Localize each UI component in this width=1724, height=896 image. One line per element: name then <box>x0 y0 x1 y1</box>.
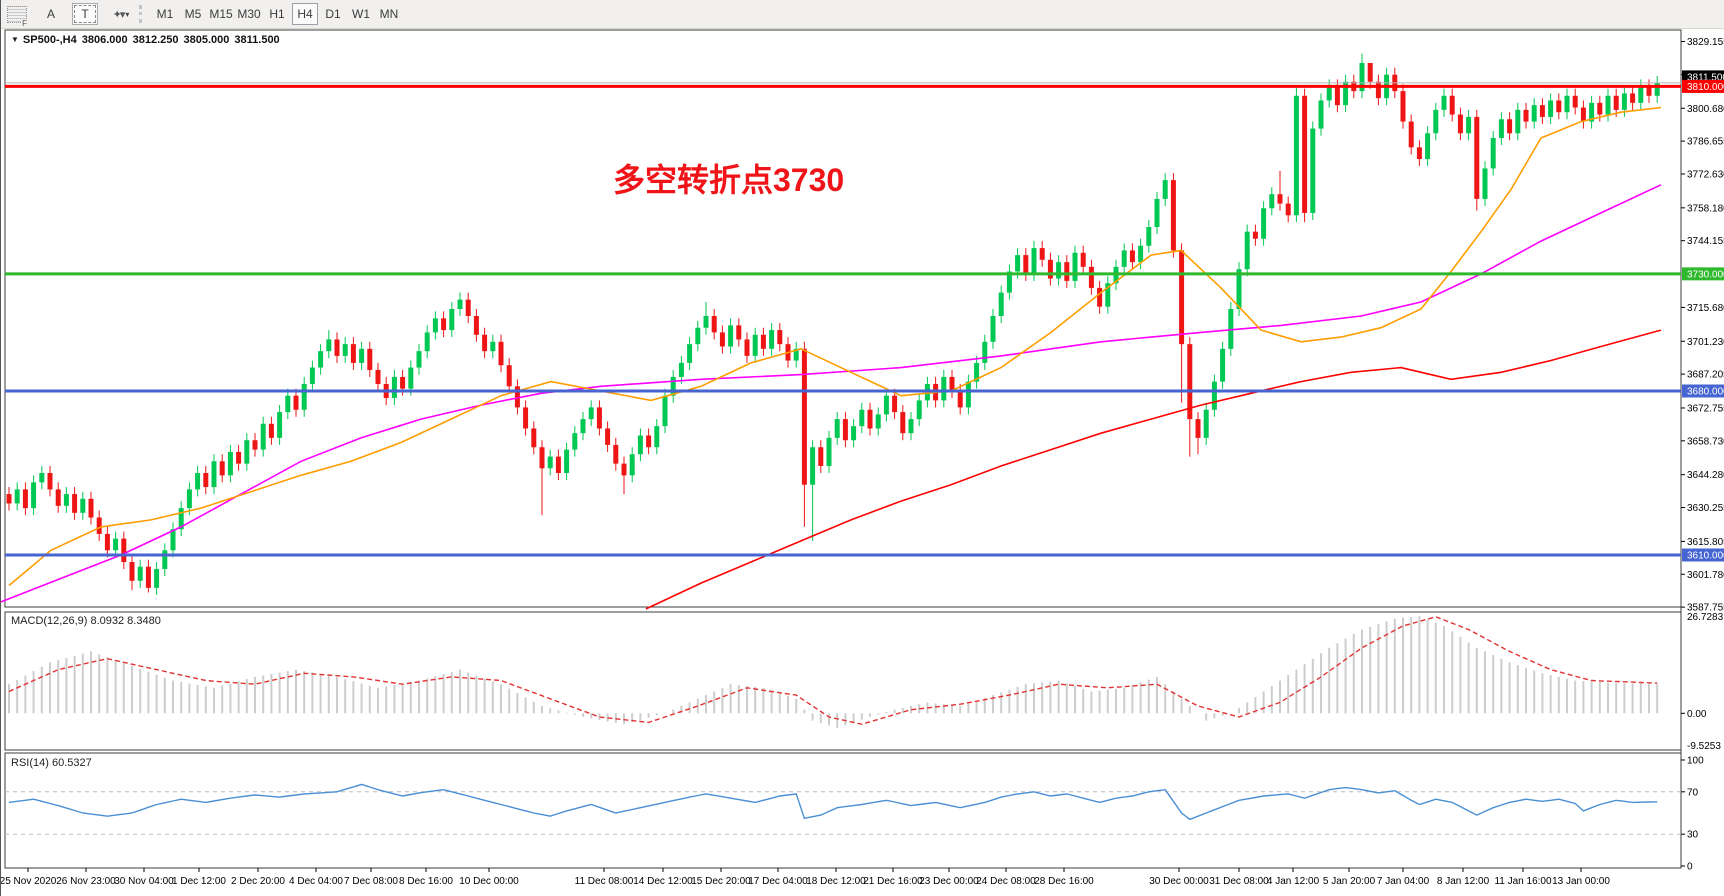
svg-text:3630.255: 3630.255 <box>1687 503 1724 514</box>
svg-text:30 Nov 04:00: 30 Nov 04:00 <box>114 876 174 887</box>
timeframe-button-m5[interactable]: M5 <box>184 7 202 21</box>
svg-text:3687.205: 3687.205 <box>1687 370 1724 381</box>
svg-text:13 Jan 00:00: 13 Jan 00:00 <box>1552 876 1610 887</box>
shapes-tool-button[interactable]: ✦▾ ▾ <box>108 3 134 25</box>
svg-text:3672.755: 3672.755 <box>1687 403 1724 414</box>
svg-text:24 Dec 08:00: 24 Dec 08:00 <box>976 876 1036 887</box>
svg-text:3615.805: 3615.805 <box>1687 537 1724 548</box>
ohlc-low: 3805.000 <box>183 34 230 46</box>
toolbar: F A T ✦▾ ▾ M1 M5 M15 M30 H1 H4 D1 W1 MN <box>1 0 1724 29</box>
svg-text:8 Dec 16:00: 8 Dec 16:00 <box>399 876 453 887</box>
ohlc-open: 3806.000 <box>81 34 128 46</box>
svg-text:70: 70 <box>1687 787 1699 798</box>
svg-text:0.00: 0.00 <box>1687 709 1707 720</box>
ohlc-close: 3811.500 <box>234 34 280 46</box>
chart-header: ▼ SP500-,H4 3806.000 3812.250 3805.000 3811.5… <box>11 34 280 46</box>
svg-text:11 Jan 16:00: 11 Jan 16:00 <box>1494 876 1552 887</box>
svg-text:7 Dec 08:00: 7 Dec 08:00 <box>344 876 398 887</box>
rsi-indicator-label: RSI(14) 60.5327 <box>11 757 92 769</box>
svg-text:3758.180: 3758.180 <box>1687 203 1724 214</box>
svg-text:18 Dec 12:00: 18 Dec 12:00 <box>806 876 866 887</box>
svg-text:3829.155: 3829.155 <box>1687 37 1724 48</box>
timeframe-button-m30[interactable]: M30 <box>237 7 261 21</box>
svg-text:3587.755: 3587.755 <box>1687 603 1724 614</box>
svg-text:4 Jan 12:00: 4 Jan 12:00 <box>1267 876 1320 887</box>
svg-text:21 Dec 16:00: 21 Dec 16:00 <box>863 876 923 887</box>
chevron-down-icon: ▾ <box>125 9 130 19</box>
ma-fast-line <box>8 106 1662 587</box>
timeframe-button-h1[interactable]: H1 <box>269 7 285 21</box>
candlestick-series <box>6 53 1660 595</box>
svg-text:11 Dec 08:00: 11 Dec 08:00 <box>575 876 634 887</box>
svg-text:100: 100 <box>1687 756 1704 767</box>
ma-slow-line <box>645 329 1662 610</box>
svg-text:31 Dec 08:00: 31 Dec 08:00 <box>1209 876 1269 887</box>
chart-text-annotation: 多空转折点3730 <box>613 162 845 198</box>
shapes-diamond-icon: ✦▾ <box>112 8 126 21</box>
svg-text:28 Dec 16:00: 28 Dec 16:00 <box>1034 876 1094 887</box>
svg-text:7 Jan 04:00: 7 Jan 04:00 <box>1377 876 1430 887</box>
timeframe-button-m1[interactable]: M1 <box>156 7 174 21</box>
svg-text:3601.780: 3601.780 <box>1687 570 1724 581</box>
timeframe-button-h4[interactable]: H4 <box>292 3 318 25</box>
svg-text:3800.680: 3800.680 <box>1687 104 1724 115</box>
text-box-tool-button[interactable]: T <box>72 3 98 25</box>
svg-text:-9.5253: -9.5253 <box>1687 741 1721 752</box>
svg-text:14 Dec 12:00: 14 Dec 12:00 <box>633 876 693 887</box>
svg-text:17 Dec 04:00: 17 Dec 04:00 <box>748 876 808 887</box>
svg-text:3772.630: 3772.630 <box>1687 169 1724 180</box>
svg-text:3811.500: 3811.500 <box>1687 72 1724 83</box>
svg-text:3744.155: 3744.155 <box>1687 236 1724 247</box>
horizontal-lines[interactable] <box>5 84 1681 557</box>
svg-text:3610.000: 3610.000 <box>1687 551 1724 562</box>
svg-text:3701.230: 3701.230 <box>1687 337 1724 348</box>
svg-text:5 Jan 20:00: 5 Jan 20:00 <box>1323 876 1376 887</box>
svg-text:30: 30 <box>1687 830 1699 841</box>
svg-text:23 Dec 00:00: 23 Dec 00:00 <box>919 876 979 887</box>
svg-text:25 Nov 2020: 25 Nov 2020 <box>1 876 57 887</box>
macd-panel: 26.7283 0.00 -9.5253 <box>8 612 1724 752</box>
symbol-dropdown-icon[interactable]: ▼ <box>11 35 19 44</box>
symbol-title: SP500-,H4 <box>22 34 77 46</box>
svg-text:1 Dec 12:00: 1 Dec 12:00 <box>172 876 226 887</box>
svg-text:3715.680: 3715.680 <box>1687 303 1724 314</box>
macd-indicator-label: MACD(12,26,9) 8.0932 8.3480 <box>11 615 161 627</box>
svg-text:26 Nov 23:00: 26 Nov 23:00 <box>56 876 116 887</box>
svg-text:8 Jan 12:00: 8 Jan 12:00 <box>1437 876 1490 887</box>
timeframe-button-mn[interactable]: MN <box>379 7 399 21</box>
timeframe-button-d1[interactable]: D1 <box>325 7 341 21</box>
svg-text:4 Dec 04:00: 4 Dec 04:00 <box>289 876 343 887</box>
svg-text:3644.280: 3644.280 <box>1687 470 1724 481</box>
price-axis: 3829.1553815.1303800.6803786.6553772.630… <box>1681 37 1724 614</box>
toolbar-separator <box>139 5 147 23</box>
grid-template-icon[interactable]: F <box>7 5 28 28</box>
timeframe-button-w1[interactable]: W1 <box>352 7 370 21</box>
svg-text:26.7283: 26.7283 <box>1687 612 1724 623</box>
svg-text:3786.655: 3786.655 <box>1687 137 1724 148</box>
rsi-panel: 100 70 30 0 <box>5 756 1704 873</box>
svg-text:3810.000: 3810.000 <box>1687 82 1724 93</box>
svg-text:2 Dec 20:00: 2 Dec 20:00 <box>231 876 285 887</box>
svg-text:0: 0 <box>1687 862 1693 873</box>
svg-text:30 Dec 00:00: 30 Dec 00:00 <box>1149 876 1209 887</box>
svg-text:3658.730: 3658.730 <box>1687 436 1724 447</box>
svg-text:10 Dec 00:00: 10 Dec 00:00 <box>459 876 519 887</box>
svg-text:3730.000: 3730.000 <box>1687 269 1724 280</box>
text-label-tool-button[interactable]: A <box>46 7 55 21</box>
svg-text:3680.000: 3680.000 <box>1687 387 1724 398</box>
timeframe-button-m15[interactable]: M15 <box>209 7 233 21</box>
ohlc-high: 3812.250 <box>132 34 179 46</box>
svg-text:15 Dec 20:00: 15 Dec 20:00 <box>691 876 751 887</box>
